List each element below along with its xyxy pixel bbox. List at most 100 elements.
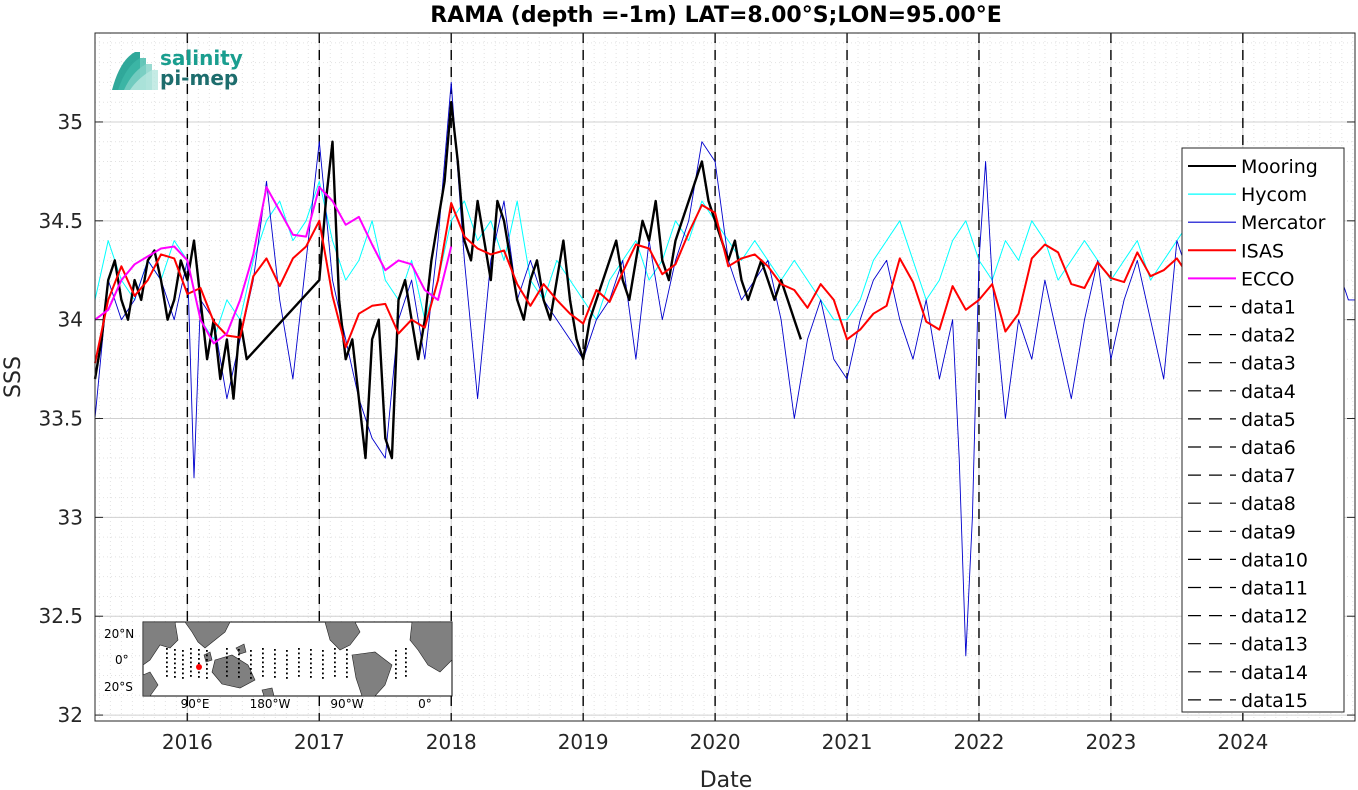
y-tick-label: 32 (58, 703, 83, 727)
y-tick-label: 33 (58, 505, 83, 529)
map-lon-label-3: 0° (418, 697, 432, 711)
mooring-dot (334, 675, 336, 677)
legend-entry-data11: data11 (1188, 578, 1308, 600)
legend-label: ISAS (1241, 240, 1284, 262)
mooring-dot (206, 672, 208, 675)
mooring-dot (274, 653, 276, 656)
mooring-dot (334, 648, 336, 650)
plot-area-background (95, 33, 1355, 721)
mooring-dot (395, 668, 397, 670)
logo-line2: pi-mep (160, 66, 238, 90)
mooring-dot (226, 670, 228, 673)
x-axis-label: Date (700, 768, 753, 790)
x-ticks: 2016 2017 2018 2019 2020 2021 2022 2023 2024 (162, 33, 1268, 754)
mooring-dot (286, 677, 288, 679)
mooring-dot (298, 657, 300, 659)
legend-entry-data2: data2 (1188, 325, 1296, 347)
mooring-dot (274, 671, 276, 674)
legend-entry-data13: data13 (1188, 634, 1308, 656)
mooring-dot (238, 649, 240, 651)
mooring-dot (405, 657, 407, 659)
legend-entry-mooring: Mooring (1188, 156, 1318, 178)
mooring-dot (298, 652, 300, 655)
mooring-dot (405, 648, 407, 650)
x-tick-label: 2019 (558, 730, 609, 754)
mooring-dot (274, 649, 276, 651)
mooring-dot (405, 661, 407, 664)
mooring-dot (206, 659, 208, 661)
mooring-dot (395, 654, 397, 657)
mooring-dot (262, 670, 264, 673)
mooring-dot (226, 648, 228, 650)
mooring-dot (322, 672, 324, 675)
mooring-dot (395, 672, 397, 675)
x-tick-label: 2017 (294, 730, 345, 754)
mooring-dot (298, 661, 300, 664)
y-tick-label: 32.5 (38, 604, 83, 628)
legend-entry-data9: data9 (1188, 521, 1296, 543)
legend-label: data12 (1241, 606, 1308, 628)
mooring-dot (226, 652, 228, 655)
legend-entry-data6: data6 (1188, 437, 1296, 459)
legend-label: data4 (1241, 381, 1296, 403)
mooring-dot (286, 650, 288, 652)
legend-entry-data5: data5 (1188, 409, 1296, 431)
mooring-dot (206, 677, 208, 679)
legend-label: data7 (1241, 465, 1296, 487)
mooring-dot (274, 658, 276, 660)
mooring-dot (322, 677, 324, 679)
salinity-pi-mep-logo: salinity pi-mep (112, 46, 243, 90)
mooring-dot (238, 653, 240, 656)
mooring-dot (226, 657, 228, 659)
mooring-dot (166, 648, 168, 650)
legend-entry-data1: data1 (1188, 297, 1296, 319)
x-tick-label: 2016 (162, 730, 213, 754)
legend-label: data8 (1241, 493, 1296, 515)
inset-map-land (142, 621, 453, 697)
x-tick-label: 2021 (822, 730, 873, 754)
chart-title: RAMA (depth =-1m) LAT=8.00°S;LON=95.00°E (430, 3, 1001, 28)
y-tick-label: 33.5 (38, 407, 83, 431)
mooring-dot (190, 652, 192, 655)
mooring-dot (346, 676, 348, 678)
mooring-dot (182, 672, 184, 675)
mooring-dot (262, 648, 264, 650)
mooring-dot (322, 659, 324, 661)
legend-label: data13 (1241, 634, 1308, 656)
series-line-hycom (94, 180, 1217, 340)
mooring-dot (250, 650, 252, 652)
mooring-dot (298, 666, 300, 668)
mooring-dot (395, 659, 397, 661)
mooring-dot (238, 658, 240, 660)
mooring-dot (310, 649, 312, 651)
mooring-dot (405, 652, 407, 655)
legend-label: data10 (1241, 549, 1308, 571)
mooring-dot (174, 662, 176, 665)
series-layer (93, 81, 1355, 657)
plot-frame (94, 32, 1356, 722)
mooring-dot (334, 661, 336, 664)
series-line-isas (94, 202, 1218, 364)
mooring-dot (206, 663, 208, 666)
legend-label: data14 (1241, 662, 1308, 684)
mooring-dot (198, 653, 200, 656)
mooring-dot (166, 675, 168, 677)
mooring-dot (198, 649, 200, 651)
mooring-dot (238, 662, 240, 665)
map-lat-label-0: 20°N (104, 627, 134, 641)
mooring-dot (174, 653, 176, 656)
mooring-dot (334, 657, 336, 659)
legend-entry-data4: data4 (1188, 381, 1296, 403)
mooring-dot (166, 670, 168, 673)
mooring-dot (250, 668, 252, 670)
mooring-dot (174, 676, 176, 678)
mooring-dot (190, 670, 192, 673)
mooring-dot (286, 663, 288, 666)
mooring-dot (298, 670, 300, 673)
mooring-dot (190, 657, 192, 659)
legend-entry-data8: data8 (1188, 493, 1296, 515)
mooring-dot (346, 658, 348, 660)
map-lat-label-1: 0° (115, 653, 129, 667)
mooring-dot (190, 648, 192, 650)
